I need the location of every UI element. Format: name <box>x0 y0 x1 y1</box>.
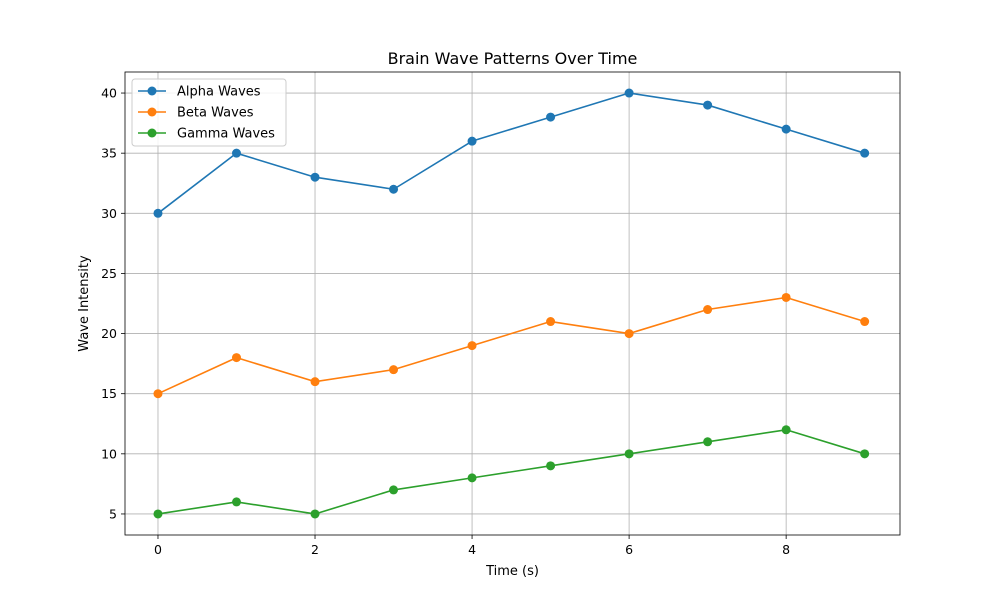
y-tick-label: 35 <box>101 146 117 161</box>
legend-alpha-waves-label: Alpha Waves <box>177 85 261 100</box>
gamma-waves-point <box>467 473 477 483</box>
gamma-waves-point <box>310 509 320 519</box>
alpha-waves-point <box>781 124 791 134</box>
alpha-waves-point <box>153 208 163 218</box>
gamma-waves-point <box>624 449 634 459</box>
beta-waves-point <box>624 329 634 339</box>
series-lines <box>157 92 865 515</box>
beta-waves-point <box>467 341 477 351</box>
x-tick-label: 8 <box>782 542 790 557</box>
beta-waves-point <box>153 389 163 399</box>
beta-waves-point <box>703 305 713 315</box>
alpha-waves-point <box>860 148 870 158</box>
gamma-waves-point <box>231 497 241 507</box>
legend-beta-waves-label: Beta Waves <box>177 106 254 121</box>
gamma-waves-point <box>860 449 870 459</box>
alpha-waves-point <box>624 88 634 98</box>
x-tick-label: 2 <box>311 542 319 557</box>
grid <box>125 72 900 535</box>
gamma-waves-point <box>546 461 556 471</box>
series-markers <box>153 88 870 519</box>
legend-alpha-waves-marker <box>147 86 157 96</box>
chart-title: Brain Wave Patterns Over Time <box>388 49 638 68</box>
alpha-waves-point <box>546 112 556 122</box>
alpha-waves-point <box>389 184 399 194</box>
beta-waves-point <box>860 317 870 327</box>
legend: Alpha Waves Beta Waves Gamma Waves <box>131 78 287 147</box>
legend-beta-waves-marker <box>147 107 157 117</box>
beta-waves-point <box>231 353 241 363</box>
beta-waves-point <box>389 365 399 375</box>
x-tick-label: 6 <box>625 542 633 557</box>
legend-box <box>131 78 287 147</box>
y-axis-label: Wave Intensity <box>77 255 92 352</box>
gamma-waves-point <box>153 509 163 519</box>
x-tick-label: 4 <box>468 542 476 557</box>
beta-waves-line <box>157 296 865 395</box>
beta-waves-point <box>546 317 556 327</box>
y-axis-ticks: 5 10 15 20 25 30 35 40 <box>101 86 125 521</box>
x-tick-label: 0 <box>154 542 162 557</box>
y-tick-label: 10 <box>101 446 117 461</box>
legend-gamma-waves-label: Gamma Waves <box>177 127 275 142</box>
y-tick-label: 20 <box>101 326 117 341</box>
y-tick-label: 40 <box>101 86 117 101</box>
alpha-waves-line <box>157 92 865 214</box>
alpha-waves-point <box>231 148 241 158</box>
plot-area-frame <box>124 71 901 536</box>
alpha-waves-point <box>467 136 477 146</box>
y-tick-label: 5 <box>109 506 117 521</box>
gamma-waves-line <box>157 428 865 515</box>
gamma-waves-point <box>781 425 791 435</box>
x-axis-ticks: 0 2 4 6 8 <box>154 535 790 557</box>
beta-waves-point <box>781 292 791 302</box>
gamma-waves-point <box>703 437 713 447</box>
legend-gamma-waves-marker <box>147 128 157 138</box>
y-tick-label: 15 <box>101 386 117 401</box>
beta-waves-point <box>310 377 320 387</box>
y-tick-label: 30 <box>101 206 117 221</box>
gamma-waves-point <box>389 485 399 495</box>
x-axis-label: Time (s) <box>485 564 539 579</box>
alpha-waves-point <box>703 100 713 110</box>
y-tick-label: 25 <box>101 266 117 281</box>
alpha-waves-point <box>310 172 320 182</box>
